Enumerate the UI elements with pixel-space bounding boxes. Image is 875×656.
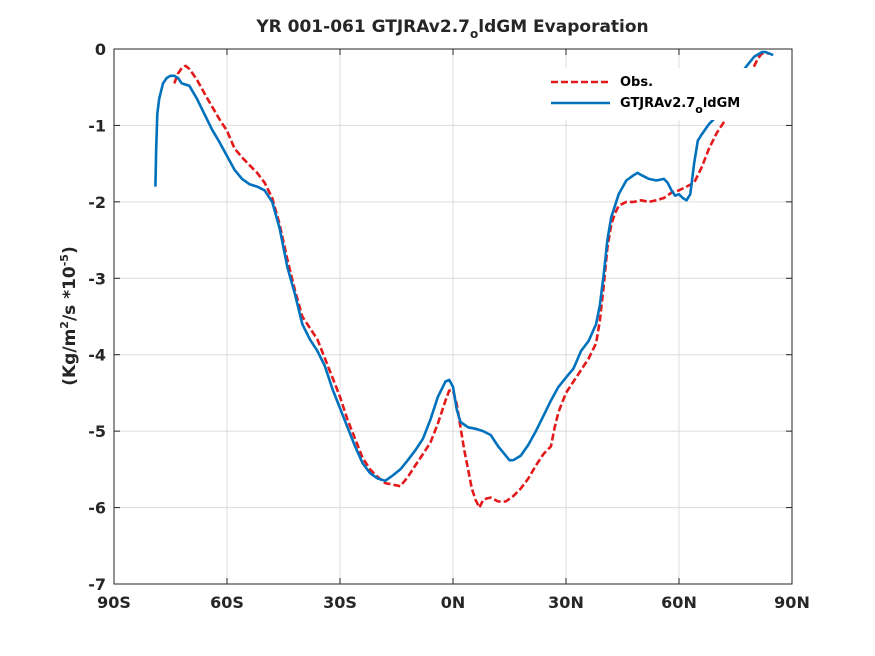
- x-tick-label: 60N: [661, 593, 697, 612]
- legend: Obs. GTJRAv2.7oldGM: [540, 68, 775, 120]
- x-tick-label: 30N: [548, 593, 584, 612]
- grid-lines: [113, 48, 793, 585]
- x-tick-label: 30S: [323, 593, 357, 612]
- legend-obs-label: Obs.: [620, 75, 653, 90]
- y-tick-label: -5: [88, 422, 106, 441]
- x-tick-label: 90S: [97, 593, 131, 612]
- y-tick-label: -1: [88, 116, 106, 135]
- legend-box: [540, 68, 775, 120]
- y-tick-label: -4: [88, 346, 106, 365]
- x-tick-label: 0N: [441, 593, 466, 612]
- series-obs-line: [173, 51, 770, 509]
- series-model-line: [154, 50, 774, 483]
- y-tick-label: 0: [95, 40, 106, 59]
- y-tick-label: -3: [88, 269, 106, 288]
- y-tick-label: -7: [88, 575, 106, 594]
- y-axis-label: (Kg/m2/s *10-5): [58, 246, 80, 386]
- x-tick-label: 60S: [210, 593, 244, 612]
- chart-title: YR 001-061 GTJRAv2.7oldGM Evaporation: [256, 17, 649, 41]
- y-tick-label: -6: [88, 499, 106, 518]
- legend-model-label: GTJRAv2.7oldGM: [620, 96, 740, 116]
- series-lines: [154, 50, 774, 509]
- axis-ticks: 90S 60S 30S 0N 30N 60N 90N 0 -1 -2 -3 -4 -5 -6 -7: [88, 40, 810, 612]
- y-tick-label: -2: [88, 193, 106, 212]
- x-tick-label: 90N: [774, 593, 810, 612]
